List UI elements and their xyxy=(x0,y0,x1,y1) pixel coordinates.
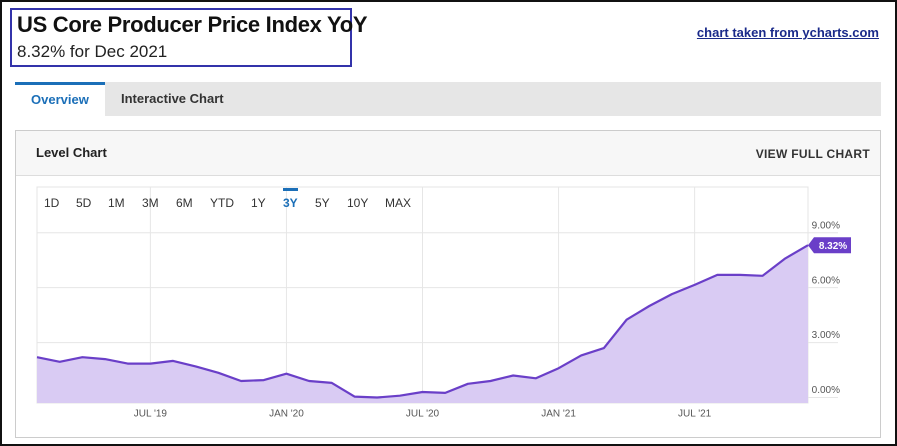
y-tick-label: 6.00% xyxy=(812,275,840,286)
x-tick-label: JAN '20 xyxy=(269,409,304,420)
range-button[interactable]: 5Y xyxy=(315,196,330,210)
range-button[interactable]: 3M xyxy=(142,196,159,210)
tab[interactable]: Interactive Chart xyxy=(121,91,224,106)
range-button[interactable]: 1D xyxy=(44,196,60,210)
y-tick-label: 9.00% xyxy=(812,220,840,231)
tab-bar: Overview Interactive Chart xyxy=(15,82,881,116)
x-tick-label: JAN '21 xyxy=(541,409,576,420)
value-label: 8.32% xyxy=(819,241,847,252)
x-tick-label: JUL '19 xyxy=(134,409,168,420)
range-button[interactable]: 3Y xyxy=(283,188,298,210)
y-tick-label: 3.00% xyxy=(812,330,840,341)
line xyxy=(36,244,809,399)
value-label-bg xyxy=(808,237,851,254)
range-button[interactable]: 6M xyxy=(176,196,193,210)
range-button[interactable]: 10Y xyxy=(347,196,369,210)
x-tick-label: JUL '20 xyxy=(406,409,440,420)
view-full-chart[interactable]: VIEW FULL CHART xyxy=(755,147,870,161)
tab[interactable]: Overview xyxy=(15,82,105,116)
page-title: US Core Producer Price Index YoY xyxy=(17,12,368,37)
range-button[interactable]: YTD xyxy=(210,196,234,210)
range-button[interactable]: 5D xyxy=(76,196,92,210)
range-button[interactable]: 1Y xyxy=(251,196,266,210)
y-tick-label: 0.00% xyxy=(812,385,840,396)
source-link[interactable]: chart taken from ycharts.com xyxy=(696,25,879,40)
area xyxy=(37,245,808,403)
panel-header: Level Chart VIEW FULL CHART xyxy=(16,131,880,176)
page-subtitle: 8.32% for Dec 2021 xyxy=(17,42,168,61)
title-box: US Core Producer Price Index YoY 8.32% f… xyxy=(10,8,368,67)
range-button[interactable]: MAX xyxy=(385,196,412,210)
x-tick-label: JUL '21 xyxy=(678,409,712,420)
range-button[interactable]: 1M xyxy=(108,196,125,210)
panel-title: Level Chart xyxy=(36,145,107,160)
